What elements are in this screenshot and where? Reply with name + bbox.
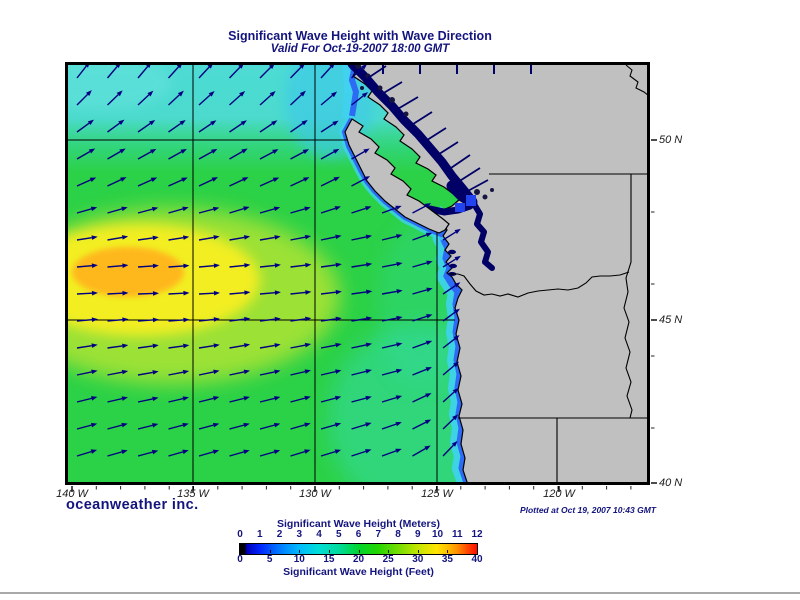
bottom-divider (0, 592, 800, 594)
legend-meters-value: 11 (451, 529, 463, 540)
map-layers (67, 64, 648, 483)
legend-meters-value: 10 (431, 529, 444, 540)
legend-feet-value: 25 (382, 554, 394, 565)
strait-blue-cell (455, 203, 465, 212)
legend-feet-value: 35 (441, 554, 453, 565)
oceanweather-logo: oceanweather inc. (66, 497, 199, 513)
legend-feet-tickmark (269, 550, 271, 553)
legend-meters-title: Significant Wave Height (Meters) (277, 518, 440, 530)
ocean-orange-core (72, 247, 184, 297)
legend-meters-value: 5 (335, 529, 342, 540)
state-borders (450, 64, 648, 482)
lon-label: 120 W (543, 488, 575, 500)
map-frame-ticks (71, 139, 657, 492)
mainland (351, 64, 648, 483)
legend-meters-value: 2 (276, 529, 283, 540)
border-northeast-river (625, 64, 648, 96)
legend-feet-tickmark (447, 550, 449, 553)
legend-meters-value: 12 (471, 529, 483, 540)
legend-feet-tickmark (417, 550, 419, 553)
legend-meters-value: 9 (414, 529, 421, 540)
border-idaho (623, 174, 633, 419)
legend-feet-value: 0 (237, 554, 243, 565)
strait-blue-cell-2 (466, 195, 476, 206)
legend-meters-value: 1 (256, 529, 263, 540)
legend-feet-tickmark (328, 550, 330, 553)
legend-feet-value: 5 (266, 554, 273, 565)
legend-feet-title: Significant Wave Height (Feet) (283, 566, 434, 578)
lat-label: 50 N (659, 134, 683, 146)
legend-feet-tickmark (299, 550, 301, 553)
valid-time-subtitle: Valid For Oct-19-2007 18:00 GMT (270, 43, 450, 55)
islets (355, 64, 494, 200)
lat-label: 40 N (659, 477, 683, 489)
legend-meters-value: 0 (237, 529, 243, 540)
legend-feet-value: 20 (352, 554, 365, 565)
graticule-lines (67, 65, 455, 482)
lon-label: 135 W (177, 488, 209, 500)
wave-height-map (65, 62, 657, 492)
legend-meters-value: 3 (296, 529, 303, 540)
north-inlets (382, 65, 532, 74)
wave-direction-arrows (76, 64, 461, 457)
inland-waters (347, 64, 495, 271)
map-frame (65, 62, 650, 485)
legend-feet-tickmark (240, 550, 241, 553)
lon-label: 140 W (56, 488, 88, 500)
lon-label: 130 W (299, 488, 331, 500)
legend-feet-value: 15 (323, 554, 335, 565)
legend-meters-value: 6 (355, 529, 362, 540)
legend-feet-tickmark (388, 550, 390, 553)
plotted-timestamp: Plotted at Oct 19, 2007 10:43 GMT (519, 505, 656, 515)
legend-feet-tickmark (477, 550, 478, 553)
border-columbia-river (450, 271, 630, 298)
legend-feet-value: 40 (471, 554, 483, 565)
legend-feet-value: 30 (412, 554, 424, 565)
legend-feet-value: 10 (293, 554, 305, 565)
lat-label: 45 N (659, 314, 683, 326)
lon-label: 125 W (421, 488, 453, 500)
legend-meters-value: 4 (316, 529, 322, 540)
legend-meters-value: 8 (395, 529, 401, 540)
vancouver-island (344, 118, 450, 234)
legend-meters-value: 7 (375, 529, 382, 540)
legend-feet-tickmark (358, 550, 360, 553)
page-title: Significant Wave Height with Wave Direct… (228, 29, 492, 43)
bc-cyan-strip (342, 64, 357, 119)
